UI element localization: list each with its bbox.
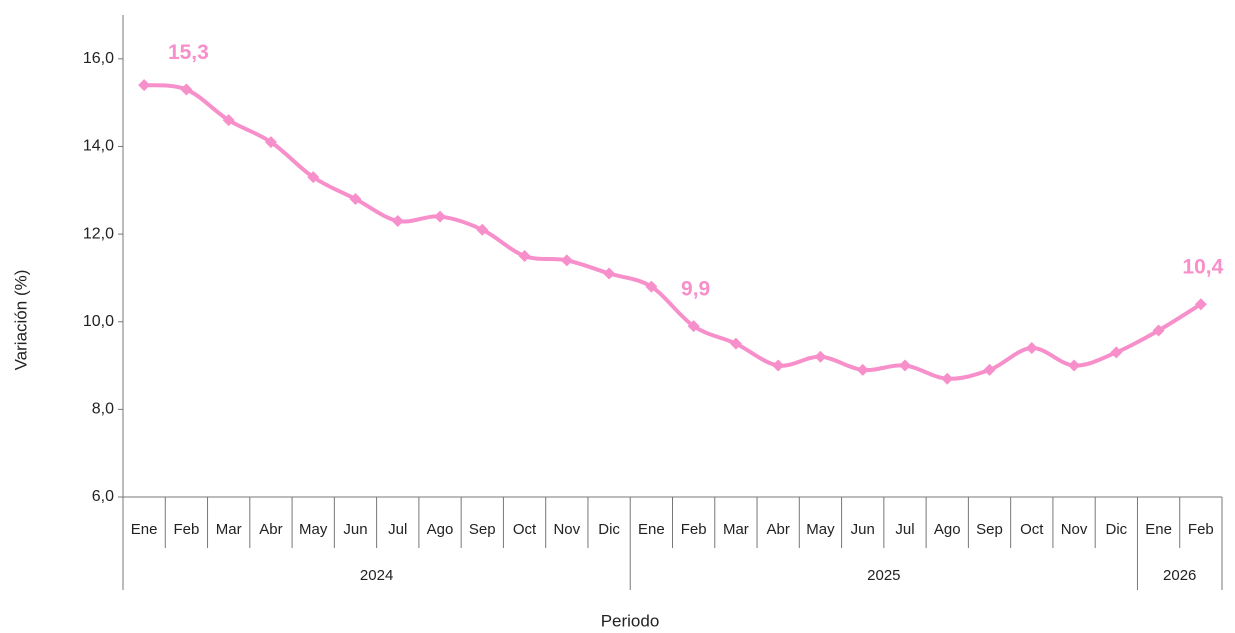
marker xyxy=(434,210,447,223)
marker xyxy=(1025,342,1038,355)
x-tick-label: Jun xyxy=(343,521,367,538)
marker xyxy=(1068,359,1081,372)
x-tick-label: May xyxy=(806,521,835,538)
group-label: 2024 xyxy=(360,567,393,584)
x-tick-label: Oct xyxy=(1020,521,1044,538)
x-tick-label: Dic xyxy=(1105,521,1127,538)
x-tick-label: Abr xyxy=(767,521,790,538)
x-axis-title: Periodo xyxy=(601,611,660,630)
x-tick-label: Jul xyxy=(895,521,914,538)
marker xyxy=(476,223,489,236)
marker xyxy=(687,320,700,333)
marker xyxy=(560,254,573,267)
y-tick-label: 14,0 xyxy=(83,138,114,155)
marker xyxy=(518,250,531,262)
marker xyxy=(983,363,996,376)
data-label: 10,4 xyxy=(1182,256,1223,279)
marker xyxy=(729,337,742,350)
x-tick-label: Feb xyxy=(681,521,707,538)
group-label: 2025 xyxy=(867,567,900,584)
marker xyxy=(222,114,235,127)
x-tick-label: Ene xyxy=(131,521,158,538)
marker xyxy=(898,359,911,372)
data-label: 9,9 xyxy=(681,278,710,301)
x-tick-label: Dic xyxy=(598,521,620,538)
marker xyxy=(772,359,785,372)
marker xyxy=(264,136,277,149)
x-tick-label: Sep xyxy=(976,521,1003,538)
marker xyxy=(307,171,320,184)
x-tick-label: Ene xyxy=(638,521,665,538)
x-tick-label: Abr xyxy=(259,521,282,538)
x-tick-label: Oct xyxy=(513,521,537,538)
x-tick-label: Mar xyxy=(216,521,242,538)
x-tick-label: Sep xyxy=(469,521,496,538)
group-label: 2026 xyxy=(1163,567,1196,584)
x-tick-label: May xyxy=(299,521,328,538)
marker xyxy=(814,350,827,363)
marker xyxy=(138,79,151,92)
x-tick-label: Nov xyxy=(553,521,580,538)
x-tick-label: Ago xyxy=(427,521,454,538)
marker xyxy=(391,214,404,227)
x-tick-label: Nov xyxy=(1061,521,1088,538)
y-tick-label: 16,0 xyxy=(83,50,114,67)
x-tick-label: Mar xyxy=(723,521,749,538)
marker xyxy=(645,280,658,293)
marker xyxy=(180,83,193,96)
y-tick-label: 8,0 xyxy=(92,401,114,418)
marker xyxy=(603,267,616,280)
x-tick-label: Jul xyxy=(388,521,407,538)
line xyxy=(143,83,1202,381)
x-tick-label: Feb xyxy=(173,521,199,538)
x-tick-label: Ene xyxy=(1145,521,1172,538)
marker xyxy=(1152,324,1165,337)
marker xyxy=(349,193,362,206)
marker xyxy=(856,363,869,376)
data-label: 15,3 xyxy=(168,41,209,64)
marker xyxy=(941,372,954,385)
x-tick-label: Jun xyxy=(851,521,875,538)
y-axis-title: Variación (%) xyxy=(11,270,30,371)
marker xyxy=(1110,346,1123,359)
y-tick-label: 6,0 xyxy=(92,488,114,505)
y-tick-label: 10,0 xyxy=(83,313,114,330)
y-tick-label: 12,0 xyxy=(83,225,114,242)
x-tick-label: Feb xyxy=(1188,521,1214,538)
x-tick-label: Ago xyxy=(934,521,961,538)
marker xyxy=(1194,298,1207,311)
